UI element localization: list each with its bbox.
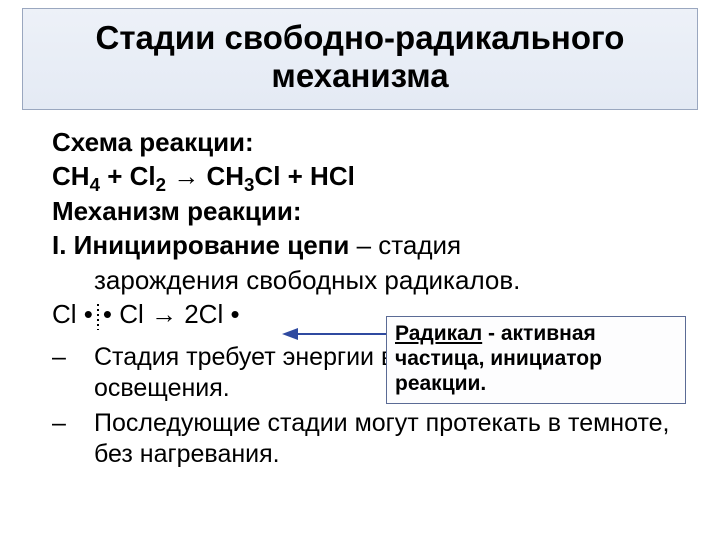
rad-lead: Cl [52,299,84,329]
mechanism-label: Механизм реакции: [52,195,680,228]
slide: Стадии свободно-радикального механизма С… [0,8,720,548]
stage-tail: – стадия [349,230,461,260]
rad-dot1: • [84,299,93,329]
note-dash: – [52,342,94,405]
callout-box: Радикал - активная частица, инициатор ре… [386,316,686,404]
rx-p4: Cl + HCl [254,161,354,191]
note-dash: – [52,408,94,471]
rx-p2: + Cl [100,161,156,191]
rx-p1: CH [52,161,90,191]
stage-bold: I. Инициирование цепи [52,230,349,260]
rx-s1: 4 [90,175,100,196]
stage-line-1: I. Инициирование цепи – стадия [52,229,680,262]
rx-s3: 3 [244,175,254,196]
stage-line-2: зарождения свободных радикалов. [52,264,680,297]
rad-dot3: • [230,299,239,329]
rx-s2: 2 [156,175,166,196]
rad-mid: Cl → 2Cl [112,299,230,329]
content-block: Схема реакции: CH4 + Cl2 → CH3Cl + HCl М… [0,122,720,332]
rx-p3: → CH [166,161,244,191]
dotted-bond-icon [93,302,103,332]
note-row: – Последующие стадии могут протекать в т… [52,408,680,471]
scheme-label: Схема реакции: [52,126,680,159]
title-box: Стадии свободно-радикального механизма [22,8,698,110]
note-2: Последующие стадии могут протекать в тем… [94,408,680,471]
rad-dot2: • [103,299,112,329]
reaction-equation: CH4 + Cl2 → CH3Cl + HCl [52,160,680,193]
slide-title: Стадии свободно-радикального механизма [37,19,683,95]
callout-underlined: Радикал [395,322,482,345]
